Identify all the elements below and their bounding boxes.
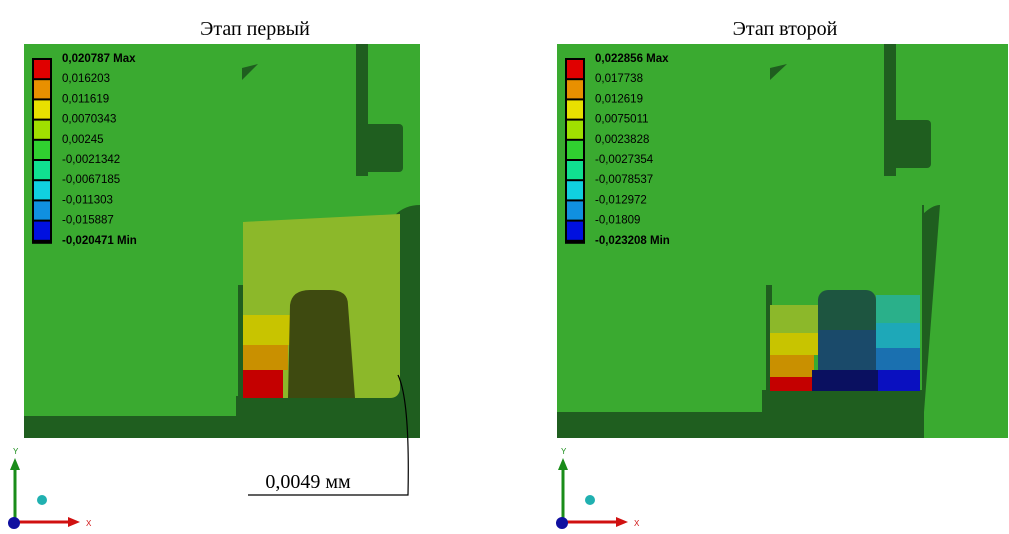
- panel-left: Этап первый 0,0049 мм 0,020787 Max 0,0162…: [24, 18, 420, 495]
- legend-swatch: [567, 60, 583, 78]
- legend-label: 0,012619: [595, 93, 643, 105]
- legend-label: 0,016203: [62, 73, 110, 85]
- legend-label: 0,0023828: [595, 134, 649, 146]
- panel-title: Этап второй: [733, 18, 838, 40]
- legend-swatch: [34, 80, 50, 98]
- legend-swatch: [567, 141, 583, 159]
- legend-label: -0,0067185: [62, 174, 120, 186]
- legend-swatch: [567, 222, 583, 240]
- axis-label: X: [86, 519, 92, 528]
- legend-swatch: [34, 181, 50, 199]
- legend-label: -0,015887: [62, 215, 114, 227]
- legend-label: 0,0075011: [595, 114, 649, 126]
- legend-swatch: [567, 181, 583, 199]
- panel-right: Этап второй 0,022856 Max 0,017738 0,012619…: [557, 18, 1008, 438]
- legend-label: -0,0027354: [595, 154, 654, 166]
- axis-label: Y: [561, 447, 567, 456]
- legend-swatch: [34, 100, 50, 118]
- axis-triad: Y X: [8, 447, 92, 529]
- legend-label: -0,012972: [595, 194, 647, 206]
- figure: Этап первый 0,0049 мм 0,020787 Max 0,0162…: [0, 0, 1009, 534]
- legend-swatch: [34, 121, 50, 139]
- legend-label: 0,017738: [595, 73, 643, 85]
- legend-swatch: [34, 222, 50, 240]
- legend-swatch: [34, 141, 50, 159]
- legend-swatch: [34, 60, 50, 78]
- annotation: 0,0049 мм: [265, 471, 351, 493]
- axis-label: X: [634, 519, 640, 528]
- legend-label: -0,011303: [62, 194, 113, 206]
- legend-swatch: [567, 121, 583, 139]
- legend-swatch: [34, 201, 50, 219]
- legend-swatch: [567, 100, 583, 118]
- legend-swatch: [34, 161, 50, 179]
- legend-label: -0,01809: [595, 215, 640, 227]
- legend-label: -0,023208 Min: [595, 235, 670, 247]
- legend-swatch: [567, 161, 583, 179]
- axis-triad: Y X: [556, 447, 640, 529]
- legend-swatch: [567, 201, 583, 219]
- legend-label: -0,020471 Min: [62, 235, 137, 247]
- legend-label: 0,020787 Max: [62, 53, 136, 65]
- axis-label: Y: [13, 447, 19, 456]
- legend-swatch: [567, 80, 583, 98]
- legend-label: 0,022856 Max: [595, 53, 669, 65]
- legend-label: 0,0070343: [62, 114, 116, 126]
- legend-label: -0,0021342: [62, 154, 120, 166]
- legend-label: -0,0078537: [595, 174, 653, 186]
- legend-label: 0,00245: [62, 134, 104, 146]
- legend-label: 0,011619: [62, 93, 109, 105]
- panel-title: Этап первый: [200, 18, 310, 40]
